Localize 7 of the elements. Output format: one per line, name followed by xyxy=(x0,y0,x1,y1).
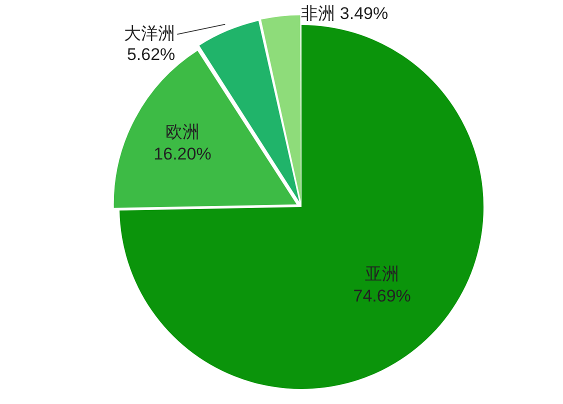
slice-label: 欧洲 xyxy=(165,122,200,142)
data-label: 16.20% xyxy=(154,144,212,164)
data-label: 5.62% xyxy=(126,45,176,64)
slice-label: 亚洲 xyxy=(365,264,400,284)
data-label: 74.69% xyxy=(353,286,411,306)
slice-label: 大洋洲 xyxy=(124,24,176,43)
slice-label: 非洲 3.49% xyxy=(301,4,388,23)
